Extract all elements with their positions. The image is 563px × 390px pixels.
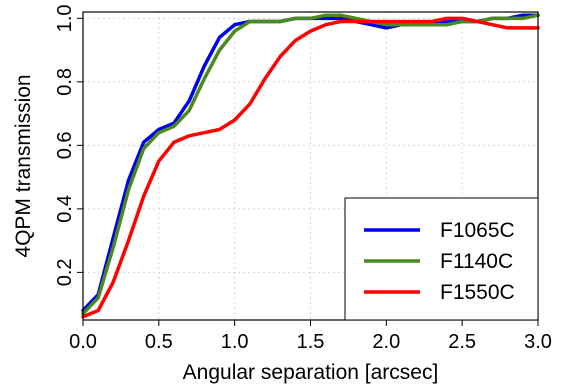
- y-axis-label: 4QPM transmission: [12, 74, 35, 257]
- legend-box: [344, 197, 539, 321]
- x-tick-label: 3.0: [524, 331, 552, 353]
- series-lines: [81, 13, 540, 319]
- x-tick-label: 2.0: [372, 331, 400, 353]
- series-line-f1140c: [81, 13, 540, 316]
- y-tick-label: 0.8: [54, 68, 76, 96]
- x-tick-label: 2.5: [448, 331, 476, 353]
- legend-label: F1140C: [440, 250, 513, 273]
- x-axis: 0.0 0.5 1.0 1.5 2.0 2.5 3.0: [69, 320, 552, 353]
- legend: F1065C F1140C F1550C: [344, 197, 539, 321]
- x-tick-label: 0.5: [145, 331, 173, 353]
- x-axis-label: Angular separation [arcsec]: [183, 361, 439, 384]
- x-tick-label: 0.0: [69, 331, 97, 353]
- series-line-f1550c: [81, 16, 540, 319]
- y-tick-label: 0.6: [54, 131, 76, 159]
- y-tick-label: 0.4: [54, 195, 76, 223]
- x-tick-label: 1.0: [221, 331, 249, 353]
- legend-label: F1065C: [440, 219, 515, 242]
- legend-label: F1550C: [440, 281, 515, 304]
- y-tick-label: 1.0: [54, 4, 76, 32]
- y-tick-label: 0.2: [54, 258, 76, 286]
- x-tick-label: 1.5: [297, 331, 325, 353]
- y-axis: 0.2 0.4 0.6 0.8 1.0: [54, 4, 83, 286]
